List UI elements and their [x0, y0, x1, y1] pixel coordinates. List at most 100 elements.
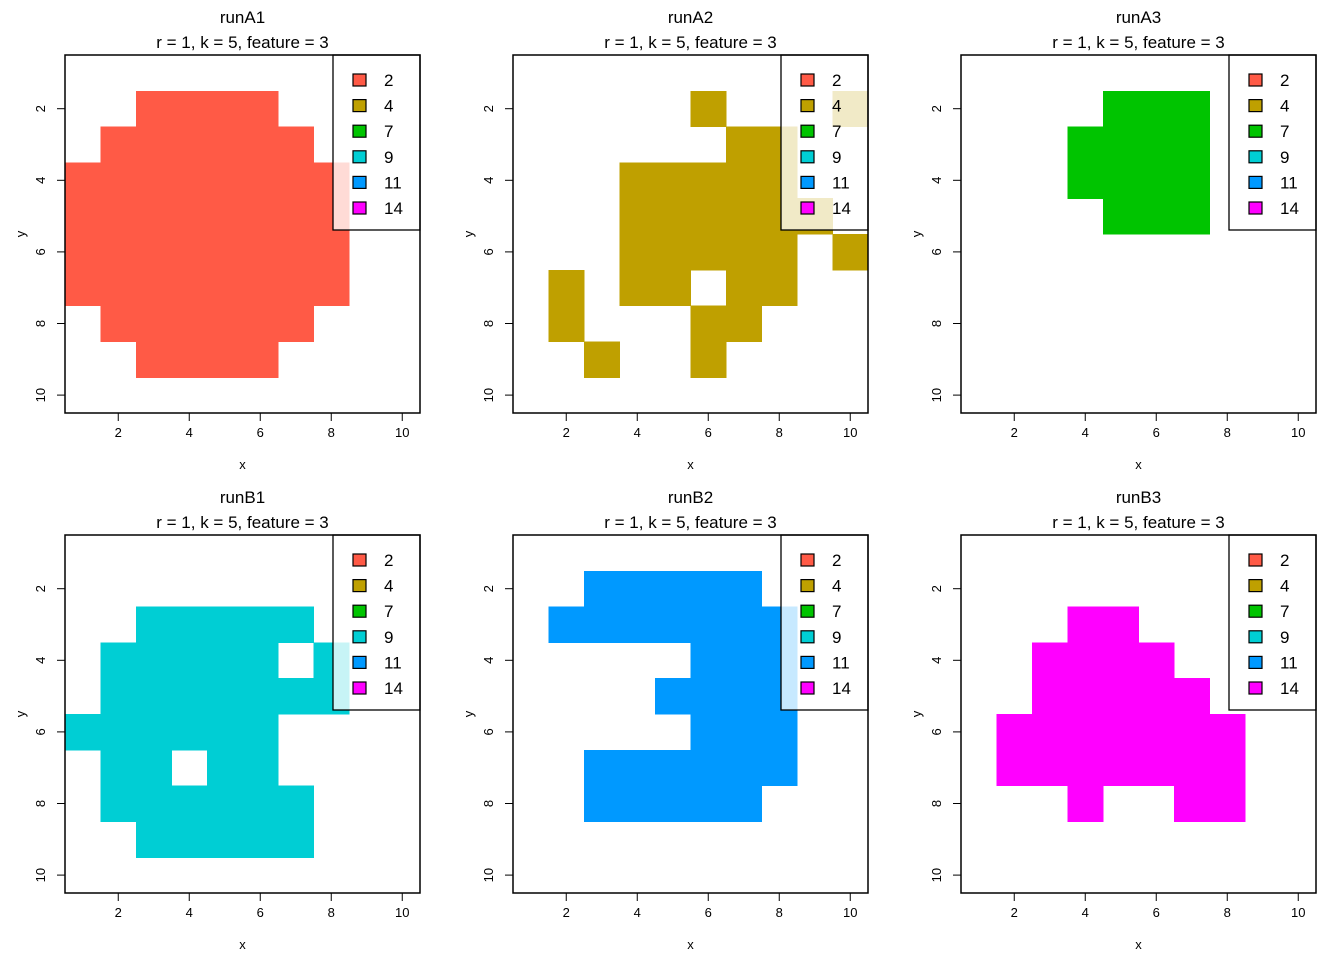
cell: [242, 749, 279, 787]
cell: [619, 162, 656, 199]
legend-swatch: [1248, 553, 1263, 567]
cell: [690, 570, 727, 608]
cell: [726, 162, 763, 199]
cells: [65, 90, 350, 378]
y-tick-label: 10: [481, 388, 496, 402]
y-tick-label: 4: [33, 657, 48, 664]
legend-swatch: [352, 655, 367, 670]
cell: [1032, 749, 1069, 787]
panel-runB1: 2 4 7 9 11 14 2 4 6 8 10 2 4 6 8 10 x y runB1 r = 1, k = 5,…: [13, 488, 421, 952]
cell: [1103, 126, 1140, 163]
cell: [690, 162, 727, 199]
legend-label: 11: [832, 653, 850, 672]
cell: [207, 162, 244, 199]
cell: [65, 162, 102, 199]
x-tick-label: 2: [115, 905, 122, 920]
cell: [1174, 714, 1211, 751]
cell: [690, 234, 727, 271]
x-axis-label: x: [1135, 457, 1142, 472]
cell: [832, 234, 868, 271]
cell: [171, 126, 208, 163]
x-tick-label: 10: [1291, 905, 1305, 920]
x-tick-label: 8: [1224, 905, 1231, 920]
cell: [584, 785, 621, 822]
x-tick-label: 2: [1011, 905, 1018, 920]
legend-box: [332, 54, 421, 231]
cell: [726, 678, 763, 715]
panel-runA1: 2 4 7 9 11 14 2 4 6 8 10 2 4 6 8 10 x y runA1 r = 1, k = 5,…: [13, 8, 421, 472]
x-tick-label: 2: [563, 425, 570, 440]
cell: [207, 234, 244, 271]
legend-label: 9: [384, 148, 393, 167]
cell: [136, 90, 173, 128]
x-axis-label: x: [687, 457, 694, 472]
legend-swatch: [1248, 124, 1263, 138]
x-tick-label: 2: [115, 425, 122, 440]
cell: [171, 714, 208, 751]
cell: [548, 305, 585, 342]
legend-label: 4: [832, 97, 841, 116]
cell: [690, 341, 727, 378]
cell: [655, 606, 692, 643]
legend-swatch: [1248, 175, 1263, 189]
y-tick-label: 10: [929, 388, 944, 402]
cell: [1103, 90, 1140, 128]
legend-swatch: [1248, 150, 1263, 164]
cell: [619, 785, 656, 822]
x-tick-label: 4: [634, 905, 641, 920]
cell: [136, 234, 173, 271]
cell: [655, 749, 692, 787]
y-tick-label: 10: [33, 868, 48, 882]
x-axis-label: x: [239, 937, 246, 952]
y-axis-label: y: [13, 230, 28, 237]
cell: [136, 198, 173, 235]
cell: [242, 341, 279, 378]
y-tick-label: 2: [481, 585, 496, 592]
legend-label: 14: [384, 679, 403, 698]
y-tick-label: 2: [33, 585, 48, 592]
cell: [726, 269, 763, 307]
panel-runA2: 2 4 7 9 11 14 2 4 6 8 10 2 4 6 8 10 x y runA2 r = 1, k = 5,…: [461, 8, 869, 472]
x-axis-label: x: [687, 937, 694, 952]
panel-runA3: 2 4 7 9 11 14 2 4 6 8 10 2 4 6 8 10 x y runA3 r = 1, k = 5,…: [909, 8, 1317, 472]
plot-frame: [64, 54, 421, 414]
legend-swatch: [800, 73, 815, 87]
x-tick-label: 6: [257, 905, 264, 920]
cell: [1032, 642, 1069, 679]
cell: [1138, 714, 1175, 751]
x-tick-label: 8: [328, 905, 335, 920]
cells: [1067, 90, 1211, 235]
chart-subtitle: r = 1, k = 5, feature = 3: [604, 513, 776, 532]
cell: [207, 606, 244, 643]
y-tick-label: 2: [929, 105, 944, 112]
legend-label: 2: [832, 71, 841, 90]
y-axis-label: y: [909, 710, 924, 717]
cell: [136, 269, 173, 307]
cell: [313, 269, 350, 307]
legend-swatch: [800, 604, 815, 618]
y-tick-label: 8: [33, 320, 48, 327]
x-tick-label: 4: [634, 425, 641, 440]
y-axis-label: y: [909, 230, 924, 237]
cell: [136, 678, 173, 715]
cell: [726, 126, 763, 163]
legend-swatch: [352, 553, 367, 567]
cell: [584, 341, 621, 378]
cell: [726, 714, 763, 751]
legend-swatch: [800, 98, 815, 113]
cell: [171, 234, 208, 271]
cell: [278, 606, 315, 643]
y-tick-label: 8: [33, 800, 48, 807]
cell: [1067, 606, 1104, 643]
cell: [100, 714, 137, 751]
cell: [242, 785, 279, 822]
cell: [171, 341, 208, 378]
x-tick-label: 6: [705, 425, 712, 440]
cell: [1103, 642, 1140, 679]
y-tick-label: 10: [481, 868, 496, 882]
cell: [207, 126, 244, 163]
cells: [996, 606, 1246, 822]
legend-label: 14: [832, 679, 851, 698]
cell: [1138, 678, 1175, 715]
cell: [100, 305, 137, 342]
